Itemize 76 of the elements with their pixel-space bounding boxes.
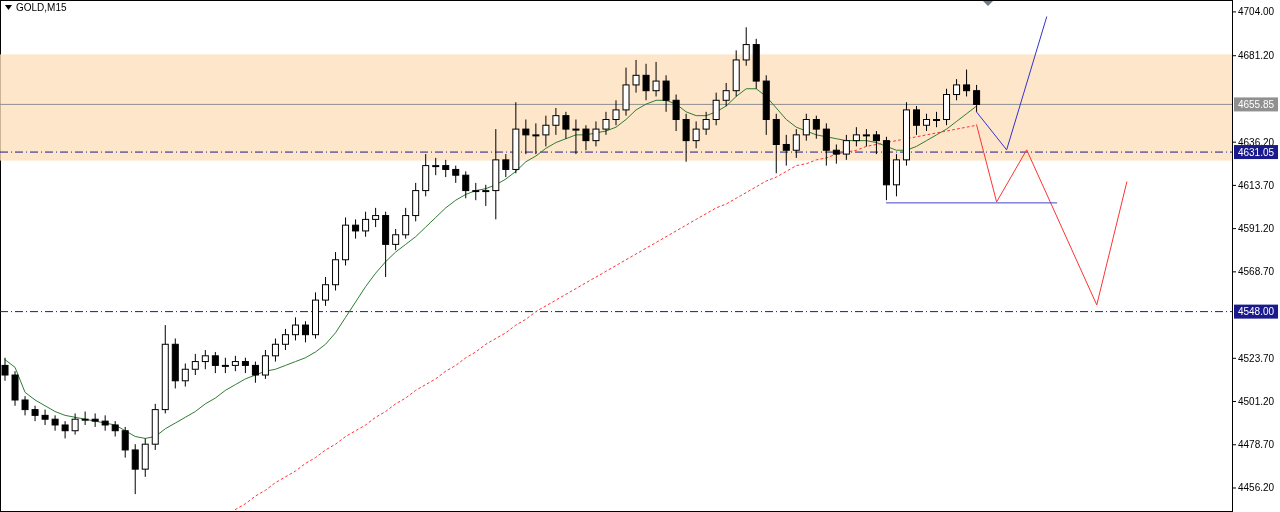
candlestick bbox=[542, 115, 550, 147]
candlestick bbox=[782, 134, 790, 167]
candlestick bbox=[602, 111, 610, 136]
ref-line-label: 4631.05 bbox=[1237, 146, 1275, 158]
candlestick bbox=[352, 218, 360, 240]
candlestick bbox=[301, 320, 309, 343]
candlestick bbox=[632, 59, 640, 94]
y-tick-label: 4704.00 bbox=[1238, 6, 1275, 18]
y-tick-label: 4681.20 bbox=[1238, 50, 1275, 62]
y-tick-label: 4568.70 bbox=[1238, 266, 1275, 278]
candlestick bbox=[672, 94, 680, 132]
candlestick bbox=[21, 395, 29, 416]
candlestick bbox=[742, 26, 750, 67]
y-tick-label: 4523.70 bbox=[1238, 352, 1275, 364]
candlestick bbox=[722, 82, 730, 107]
candlestick bbox=[322, 276, 330, 307]
candlestick bbox=[291, 316, 299, 341]
candlestick bbox=[642, 63, 650, 101]
candlestick bbox=[692, 120, 700, 149]
candlestick bbox=[131, 443, 139, 495]
candlestick bbox=[842, 134, 850, 161]
candlestick bbox=[482, 184, 490, 207]
ref-line-label: 4655.85 bbox=[1237, 98, 1275, 110]
candlestick bbox=[81, 411, 89, 426]
candlestick bbox=[872, 130, 880, 155]
chart-title: GOLD,M15 bbox=[16, 2, 68, 13]
candlestick bbox=[372, 207, 380, 228]
candlestick bbox=[362, 211, 370, 238]
candlestick bbox=[211, 351, 219, 374]
candlestick bbox=[582, 124, 590, 151]
candlestick bbox=[852, 126, 860, 147]
candlestick bbox=[271, 338, 279, 363]
candlestick bbox=[562, 111, 570, 140]
candlestick bbox=[912, 105, 920, 136]
candlestick bbox=[973, 84, 981, 113]
candlestick bbox=[181, 362, 189, 388]
candlestick bbox=[792, 128, 800, 159]
candlestick bbox=[121, 426, 129, 459]
y-tick-label: 4456.20 bbox=[1238, 482, 1275, 494]
candlestick bbox=[963, 69, 971, 97]
candlestick bbox=[702, 111, 710, 136]
candlestick bbox=[532, 122, 540, 155]
candlestick bbox=[71, 412, 79, 436]
candlestick bbox=[261, 349, 269, 380]
candlestick bbox=[51, 414, 59, 432]
candlestick bbox=[712, 92, 720, 126]
candlestick bbox=[812, 115, 820, 140]
candlestick bbox=[462, 170, 470, 199]
y-tick-label: 4636.20 bbox=[1238, 136, 1275, 148]
candlestick bbox=[191, 353, 199, 376]
y-tick-label: 4478.70 bbox=[1238, 439, 1275, 451]
candlestick bbox=[662, 74, 670, 113]
candlestick bbox=[251, 361, 259, 384]
candlestick bbox=[822, 122, 830, 167]
candlestick bbox=[31, 405, 39, 422]
candlestick bbox=[392, 228, 400, 251]
candlestick bbox=[572, 119, 580, 155]
candlestick bbox=[592, 120, 600, 147]
candlestick bbox=[832, 143, 840, 165]
candlestick bbox=[612, 99, 620, 126]
candlestick bbox=[552, 107, 560, 136]
candlestick bbox=[802, 113, 810, 142]
candlestick bbox=[41, 409, 49, 426]
candlestick bbox=[61, 420, 69, 439]
candlestick bbox=[682, 113, 690, 163]
ref-line-label: 4548.00 bbox=[1237, 306, 1275, 318]
candlestick bbox=[953, 78, 961, 101]
candlestick bbox=[281, 328, 289, 351]
y-tick-label: 4591.20 bbox=[1238, 223, 1275, 235]
candlestick bbox=[522, 119, 530, 155]
y-tick-label: 4613.70 bbox=[1238, 179, 1275, 191]
candlestick bbox=[201, 349, 209, 370]
candlestick bbox=[502, 153, 510, 178]
candlestick bbox=[652, 61, 660, 97]
y-tick-label: 4501.20 bbox=[1238, 396, 1275, 408]
candlestick bbox=[402, 207, 410, 240]
